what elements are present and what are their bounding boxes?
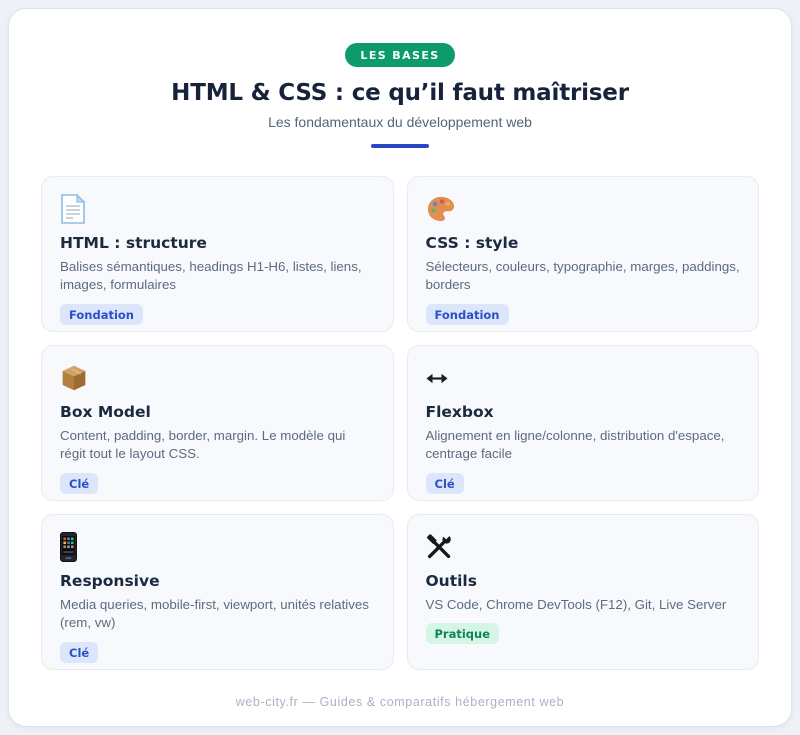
card-html-structure: HTML : structure Balises sémantiques, he… [41,176,394,332]
footer-attribution: web-city.fr — Guides & comparatifs héber… [235,695,565,709]
tools-icon [426,531,741,563]
card-flexbox: Flexbox Alignement en ligne/colonne, dis… [406,345,759,501]
header: LES BASES HTML & CSS : ce qu’il faut maî… [9,43,791,148]
card-badge: Clé [425,472,464,494]
package-icon [60,362,375,394]
card-title: Flexbox [425,403,494,421]
accent-divider [371,144,429,148]
document-icon [60,193,375,225]
mobile-phone-icon [60,531,375,563]
card-title: Box Model [60,403,151,421]
card-responsive: Responsive Media queries, mobile-first, … [41,514,394,670]
card-title: Outils [425,572,477,590]
page-subtitle: Les fondamentaux du développement web [268,114,532,130]
card-title: HTML : structure [60,234,207,252]
card-description: Sélecteurs, couleurs, typographie, marge… [425,259,740,293]
left-right-arrow-icon [426,362,741,394]
card-title: Responsive [60,572,160,590]
card-description: Balises sémantiques, headings H1-H6, lis… [60,259,362,293]
card-badge: Fondation [425,303,509,325]
category-badge: LES BASES [345,43,455,67]
card-css-style: CSS : style Sélecteurs, couleurs, typogr… [406,176,759,332]
card-description: Content, padding, border, margin. Le mod… [60,428,346,462]
card-badge: Clé [60,641,99,663]
card-badge: Pratique [425,623,500,645]
page-title: HTML & CSS : ce qu’il faut maîtriser [171,80,629,106]
card-badge: Clé [60,472,99,494]
card-description: Alignement en ligne/colonne, distributio… [425,428,725,462]
cards-grid: HTML : structure Balises sémantiques, he… [9,176,791,670]
card-badge: Fondation [60,303,143,325]
card-box-model: Box Model Content, padding, border, marg… [41,345,394,501]
content-card: LES BASES HTML & CSS : ce qu’il faut maî… [8,8,792,727]
card-title: CSS : style [425,234,519,252]
card-outils: Outils VS Code, Chrome DevTools (F12), G… [406,514,759,670]
palette-icon [426,193,741,225]
card-description: VS Code, Chrome DevTools (F12), Git, Liv… [425,597,727,612]
card-description: Media queries, mobile-first, viewport, u… [60,597,369,631]
